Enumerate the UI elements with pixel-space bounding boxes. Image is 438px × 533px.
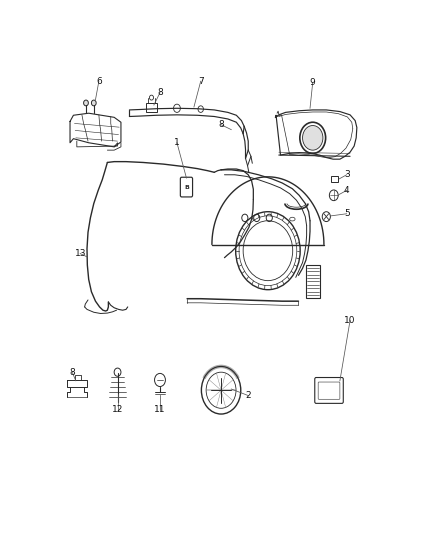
Text: 9: 9 [310, 78, 316, 87]
Text: 3: 3 [344, 170, 350, 179]
Text: 6: 6 [96, 77, 102, 86]
Text: 5: 5 [344, 209, 350, 218]
Text: 12: 12 [112, 405, 123, 414]
Text: 8: 8 [70, 368, 75, 377]
Text: B: B [184, 184, 189, 190]
Bar [306, 265, 320, 298]
Text: 13: 13 [74, 249, 86, 258]
Text: 8: 8 [157, 88, 163, 97]
Text: 8: 8 [218, 120, 224, 129]
Text: 7: 7 [198, 77, 204, 86]
Text: 10: 10 [344, 316, 356, 325]
Circle shape [303, 126, 323, 150]
Circle shape [92, 100, 96, 106]
Bar [146, 102, 156, 111]
Circle shape [84, 100, 88, 106]
Text: 2: 2 [245, 391, 251, 400]
Bar [332, 176, 338, 182]
Text: 4: 4 [344, 186, 350, 195]
Text: 11: 11 [154, 405, 166, 414]
Text: 1: 1 [174, 138, 180, 147]
